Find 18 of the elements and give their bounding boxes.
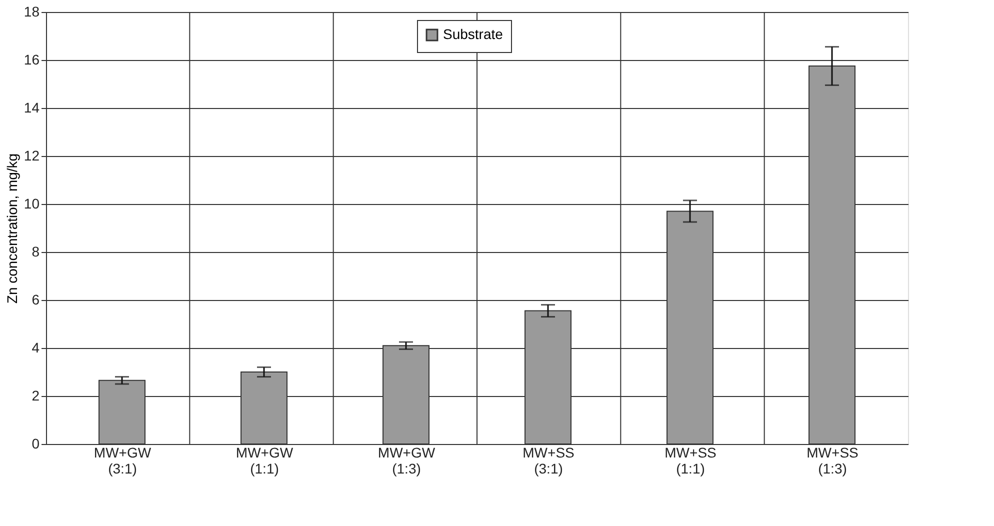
y-tick-label: 12 (24, 148, 40, 164)
x-tick-label: MW+SS (1:3) (806, 444, 858, 476)
x-tick-label: MW+SS (3:1) (522, 444, 574, 476)
x-tick-label: MW+GW (1:3) (378, 444, 436, 476)
y-tick-label: 18 (24, 4, 40, 20)
legend-label: Substrate (443, 26, 504, 42)
y-tick-label: 0 (32, 436, 40, 452)
y-tick-label: 16 (24, 52, 40, 68)
x-tick-label: MW+GW (3:1) (94, 444, 152, 476)
y-tick-label: 6 (32, 292, 40, 308)
y-tick-label: 10 (24, 196, 40, 212)
y-tick-label: 14 (24, 100, 40, 116)
y-tick-label: 8 (32, 244, 40, 260)
x-tick-label: MW+SS (1:1) (664, 444, 716, 476)
y-axis-title: Zn concentration, mg/kg (4, 153, 20, 304)
y-tick-label: 4 (32, 340, 40, 356)
y-tick-label: 2 (32, 388, 40, 404)
x-tick-label: MW+GW (1:1) (236, 444, 294, 476)
